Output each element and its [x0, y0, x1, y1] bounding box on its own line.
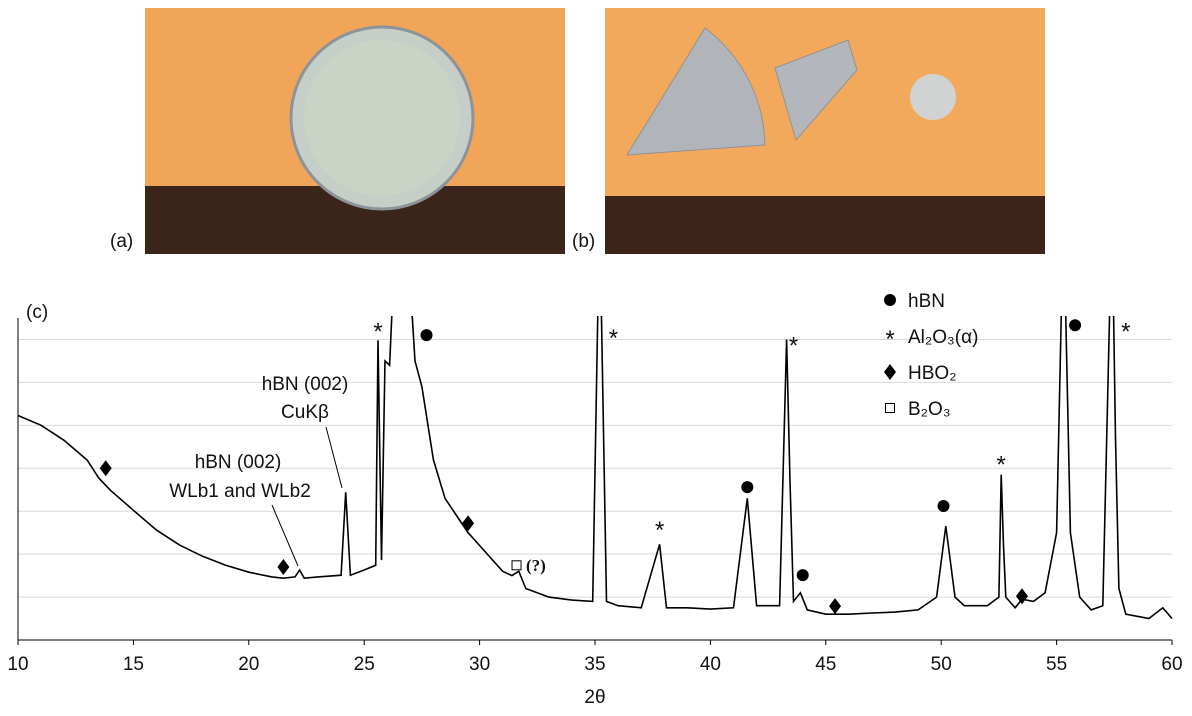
marker-star: * [609, 325, 618, 352]
x-tick-label: 25 [354, 654, 375, 675]
legend-label: Al₂O₃(α) [908, 327, 978, 348]
marker-diamond [884, 364, 896, 380]
legend-label: B₂O₃ [908, 399, 951, 420]
marker-diamond [462, 515, 474, 531]
x-tick-label: 35 [584, 654, 605, 675]
marker-diamond [100, 460, 112, 476]
annotation-text: CuKβ [281, 402, 329, 423]
x-axis-label: 2θ [584, 687, 605, 708]
annotation-text: hBN (002) [195, 452, 282, 473]
marker-circle [797, 569, 809, 581]
annotation-text: hBN (002) [262, 374, 349, 395]
marker-circle [1069, 319, 1081, 331]
marker-star: * [1121, 318, 1130, 345]
x-tick-label: 45 [815, 654, 836, 675]
marker-star: * [789, 332, 798, 359]
x-tick-label: 55 [1046, 654, 1067, 675]
legend-label: HBO₂ [908, 363, 957, 384]
marker-diamond [829, 598, 841, 614]
marker-star: * [373, 318, 382, 345]
panel-label: (c) [26, 302, 48, 323]
marker-star: * [885, 326, 894, 353]
marker-circle [884, 294, 896, 306]
page: {"panels":{"a":"(a)","b":"(b)","c":"(c)"… [0, 0, 1192, 716]
legend-label: hBN [908, 291, 945, 312]
marker-square [512, 561, 521, 570]
annotation: hBN (002) CuKβ hBN (002) WLb1 and WLb2 (… [169, 374, 546, 575]
marker-circle [741, 481, 753, 493]
annotation-line [326, 427, 342, 488]
annotation-text: WLb1 and WLb2 [169, 481, 311, 502]
x-tick-label: 15 [123, 654, 144, 675]
marker-diamond [1016, 588, 1028, 604]
x-tick-label: 40 [700, 654, 721, 675]
figure: (a) (b) (c) 10 15 20 25 30 35 40 45 50 55 60 2θ * * * *… [0, 0, 1192, 711]
marker-square [886, 404, 895, 413]
panel-label: (a) [110, 231, 133, 252]
panel-label: (b) [572, 231, 595, 252]
x-tick-label: 50 [931, 654, 952, 675]
x-tick-label: 60 [1161, 654, 1182, 675]
xrd-curve [18, 211, 1172, 619]
x-tick-label: 20 [238, 654, 259, 675]
photo-b [605, 8, 1045, 254]
photo-a [145, 8, 565, 254]
x-tick-label: 30 [469, 654, 490, 675]
annotation-text: (?) [526, 556, 546, 575]
marker-circle [421, 329, 433, 341]
marker-star: * [655, 517, 664, 544]
marker-circle [938, 500, 950, 512]
plot: 10 15 20 25 30 35 40 45 50 55 60 2θ * * * * * * hBN * Al₂O₃(… [7, 211, 1182, 708]
x-tick-label: 10 [7, 654, 28, 675]
marker-star: * [997, 451, 1006, 478]
marker-diamond [277, 559, 289, 575]
annotation-line [272, 505, 298, 566]
